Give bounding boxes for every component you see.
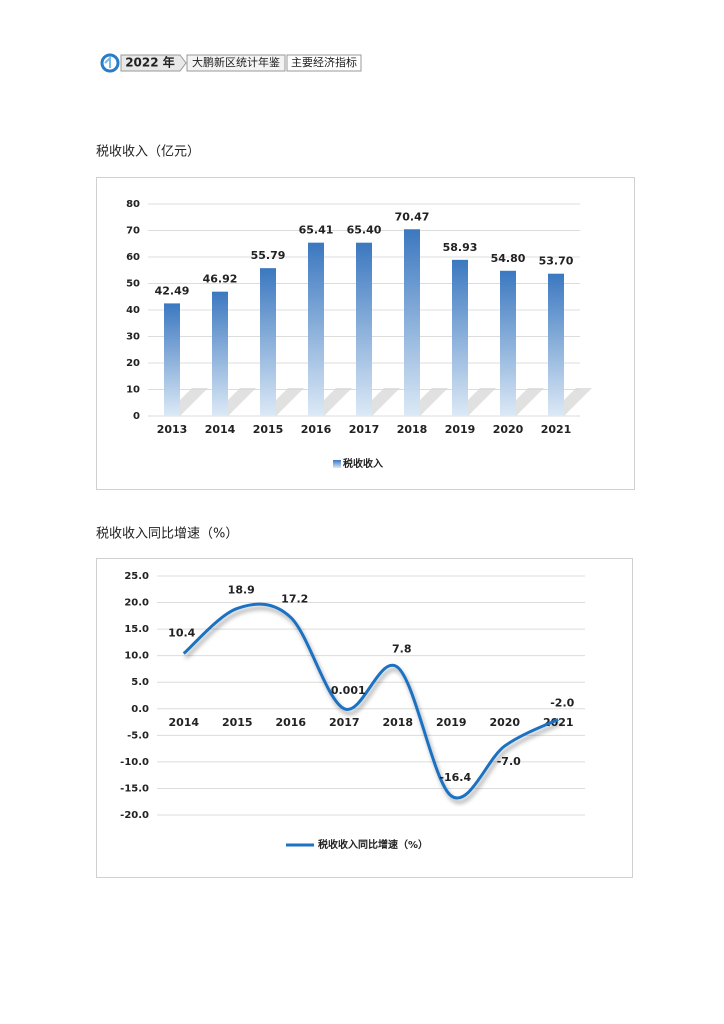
y-tick-label: 70 — [126, 226, 140, 237]
y-tick-label: 10 — [126, 385, 140, 396]
data-label: 0.001 — [331, 684, 366, 697]
header: 2022 年 大鹏新区统计年鉴 主要经济指标 — [100, 53, 362, 73]
data-label: 54.80 — [491, 252, 526, 265]
data-label: 65.41 — [299, 224, 334, 237]
chart-frame — [96, 558, 633, 878]
y-tick-label: 20 — [126, 358, 140, 369]
x-tick-label: 2014 — [205, 423, 236, 436]
y-tick-label: -5.0 — [127, 730, 149, 741]
x-tick-label: 2014 — [168, 716, 199, 729]
y-tick-label: 20.0 — [124, 598, 149, 609]
data-label: 18.9 — [228, 583, 255, 596]
section-title: 税收收入同比增速（%） — [96, 527, 238, 542]
header-year: 2022 年 — [125, 55, 175, 70]
y-tick-label: 25.0 — [124, 571, 149, 582]
logo-mark — [104, 55, 111, 68]
y-tick-label: 40 — [126, 305, 140, 316]
line — [182, 602, 559, 800]
x-tick-label: 2017 — [349, 423, 380, 436]
data-label: 42.49 — [155, 284, 190, 297]
x-tick-label: 2020 — [489, 716, 520, 729]
x-tick-label: 2021 — [541, 423, 572, 436]
y-tick-label: 60 — [126, 252, 140, 263]
data-label: -7.0 — [497, 755, 521, 768]
data-label: -2.0 — [550, 696, 574, 709]
x-tick-label: 2017 — [329, 716, 360, 729]
x-tick-label: 2019 — [436, 716, 467, 729]
bar — [548, 273, 564, 416]
x-tick-label: 2015 — [253, 423, 284, 436]
bar — [164, 303, 180, 416]
bar — [500, 270, 516, 416]
x-tick-label: 2016 — [301, 423, 332, 436]
x-tick-label: 2020 — [493, 423, 524, 436]
data-label: 46.92 — [203, 273, 238, 286]
y-tick-label: -10.0 — [120, 757, 149, 768]
data-label: -16.4 — [439, 771, 471, 784]
bar — [260, 268, 276, 416]
y-tick-label: -20.0 — [120, 810, 149, 821]
data-label: 17.2 — [281, 592, 308, 605]
data-label: 53.70 — [539, 255, 574, 268]
data-label: 58.93 — [443, 241, 478, 254]
y-tick-label: 80 — [126, 199, 140, 210]
y-tick-label: 50 — [126, 279, 140, 290]
data-label: 55.79 — [251, 249, 286, 262]
section-title: 税收收入（亿元） — [96, 145, 200, 160]
bar — [452, 259, 468, 416]
data-label: 70.47 — [395, 210, 430, 223]
bar — [308, 242, 324, 416]
y-tick-label: 15.0 — [124, 624, 149, 635]
y-tick-label: 0 — [133, 411, 140, 422]
header-book: 大鹏新区统计年鉴 — [192, 55, 280, 69]
y-tick-label: 5.0 — [131, 677, 149, 688]
data-label: 10.4 — [168, 627, 195, 640]
x-tick-label: 2018 — [382, 716, 413, 729]
legend-label: 税收收入同比增速（%） — [318, 838, 428, 851]
data-label: 7.8 — [392, 642, 412, 655]
x-tick-label: 2019 — [445, 423, 476, 436]
legend-label: 税收收入 — [343, 457, 383, 470]
bar — [404, 229, 420, 416]
x-tick-label: 2018 — [397, 423, 428, 436]
header-book-box — [186, 54, 286, 72]
y-tick-label: 0.0 — [131, 704, 149, 715]
logo — [100, 53, 120, 73]
data-label: 65.40 — [347, 224, 382, 237]
header-section-box — [286, 54, 362, 72]
legend-swatch — [333, 460, 341, 468]
y-tick-label: 30 — [126, 332, 140, 343]
bar — [356, 242, 372, 416]
x-tick-label: 2021 — [543, 716, 574, 729]
x-tick-label: 2013 — [157, 423, 188, 436]
y-tick-label: 10.0 — [124, 651, 149, 662]
header-section: 主要经济指标 — [291, 55, 357, 69]
y-tick-label: -15.0 — [120, 783, 149, 794]
header-year-box — [120, 54, 187, 72]
x-tick-label: 2016 — [275, 716, 306, 729]
x-tick-label: 2015 — [222, 716, 253, 729]
bar — [212, 291, 228, 416]
